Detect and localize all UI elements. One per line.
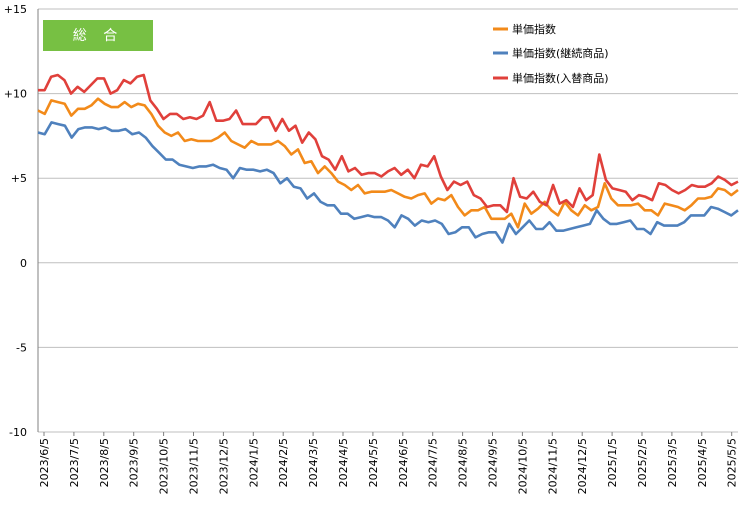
x-tick-label: 2024/8/5: [457, 438, 470, 487]
series-line-1: [37, 121, 739, 244]
x-tick-label: 2024/1/5: [247, 438, 260, 487]
y-tick-label: -5: [16, 341, 27, 354]
y-tick-label: 0: [20, 257, 27, 270]
series-line-2: [38, 73, 739, 214]
x-tick-label: 2025/2/5: [636, 438, 649, 487]
x-tick-label: 2024/4/5: [337, 438, 350, 487]
y-tick-label: +15: [4, 3, 27, 16]
x-tick-label: 2023/9/5: [128, 438, 141, 487]
x-tick-label: 2023/8/5: [98, 438, 111, 487]
x-tick-label: 2024/5/5: [367, 438, 380, 487]
x-tick-label: 2024/3/5: [307, 438, 320, 487]
x-tick-label: 2023/10/5: [158, 438, 171, 494]
x-tick-label: 2024/11/5: [546, 438, 559, 494]
y-tick-label: +5: [11, 172, 27, 185]
x-tick-label: 2023/7/5: [68, 438, 81, 487]
x-axis-ticks: 2023/6/5 2023/7/5 2023/8/5 2023/9/5 2023/10/…: [38, 432, 739, 494]
legend-label: 単価指数(継続商品): [512, 46, 609, 60]
x-tick-label: 2024/6/5: [397, 438, 410, 487]
gridlines: [37, 8, 738, 433]
x-tick-label: 2024/10/5: [516, 438, 529, 494]
y-tick-label: +10: [4, 88, 27, 101]
category-badge: 総 合: [43, 20, 153, 51]
x-tick-label: 2025/1/5: [606, 438, 619, 487]
x-tick-label: 2025/5/5: [726, 438, 739, 487]
x-tick-label: 2025/4/5: [696, 438, 709, 487]
category-badge-label: 総 合: [73, 28, 123, 44]
x-tick-label: 2024/12/5: [576, 438, 589, 494]
x-tick-label: 2023/11/5: [188, 438, 201, 494]
category-badge-bg: [43, 20, 153, 51]
x-tick-label: 2023/12/5: [217, 438, 230, 494]
x-tick-label: 2023/6/5: [38, 438, 51, 487]
x-tick-label: 2024/2/5: [277, 438, 290, 487]
x-tick-label: 2024/7/5: [427, 438, 440, 487]
series-lines: [37, 73, 739, 244]
series-line-0: [37, 97, 739, 229]
y-tick-label: -10: [9, 426, 27, 439]
y-axis-ticks: +15 +10 +5 0 -5 -10: [4, 3, 27, 439]
x-tick-label: 2025/3/5: [666, 438, 679, 487]
x-tick-label: 2024/9/5: [487, 438, 500, 487]
legend-label: 単価指数: [512, 22, 556, 36]
legend-label: 単価指数(入替商品): [512, 71, 609, 85]
